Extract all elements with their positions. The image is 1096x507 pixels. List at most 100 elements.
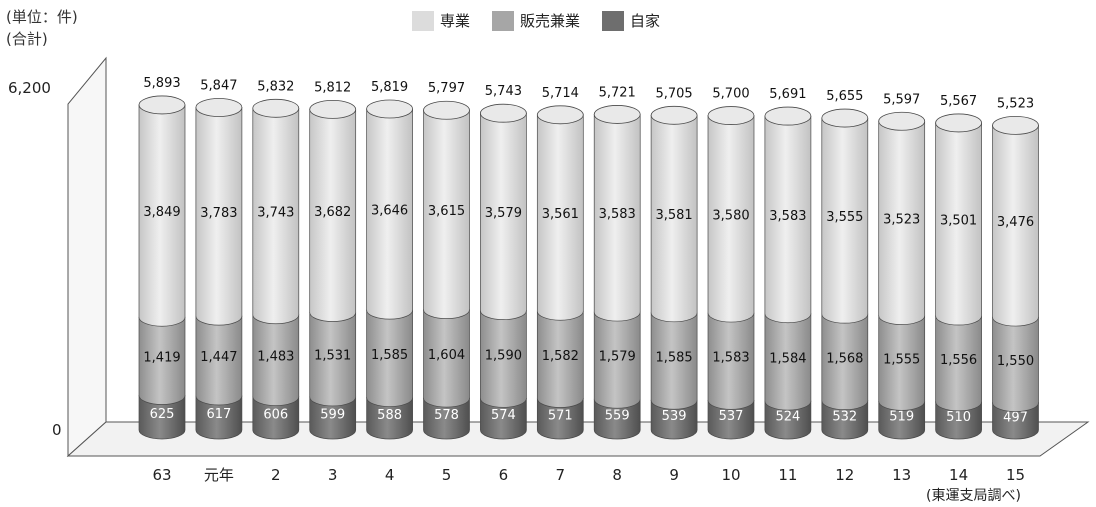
bar-segment-jika bbox=[593, 398, 641, 440]
bar-top-cap bbox=[479, 103, 527, 123]
bar-segment-senjo bbox=[821, 117, 869, 324]
bar-top-cap bbox=[536, 105, 584, 125]
data-label-senjo: 3,501 bbox=[940, 213, 977, 228]
data-label-jika: 524 bbox=[775, 410, 800, 425]
bar-segment-hanbai bbox=[878, 315, 926, 411]
data-label-hanbai: 1,568 bbox=[826, 351, 863, 366]
data-label-senjo: 3,561 bbox=[542, 207, 579, 222]
legend-item-jika: 自家 bbox=[602, 10, 660, 31]
data-label-senjo: 3,615 bbox=[428, 204, 465, 219]
bar-segment-senjo bbox=[935, 122, 982, 326]
total-label: 5,567 bbox=[940, 94, 977, 109]
bar-segment-hanbai bbox=[536, 310, 584, 408]
total-label: 5,797 bbox=[428, 81, 465, 96]
bar-segment-senjo bbox=[593, 114, 641, 322]
x-tick-label: 12 bbox=[835, 466, 854, 484]
data-label-jika: 599 bbox=[320, 407, 345, 422]
bar-segment-senjo bbox=[309, 109, 357, 322]
total-label: 5,700 bbox=[712, 87, 749, 102]
data-label-jika: 578 bbox=[434, 408, 459, 423]
bar-top-cap bbox=[309, 100, 357, 119]
x-tick-label: 9 bbox=[669, 466, 679, 484]
data-label-senjo: 3,743 bbox=[257, 206, 294, 221]
data-label-senjo: 3,646 bbox=[371, 204, 408, 219]
bar-segment-jika bbox=[764, 400, 812, 440]
bar-segment-hanbai bbox=[992, 316, 1039, 412]
total-label: 5,819 bbox=[371, 80, 408, 95]
legend-swatch-senjo bbox=[412, 10, 434, 31]
bar-segment-hanbai bbox=[707, 312, 755, 410]
bar-segment-hanbai bbox=[138, 316, 186, 405]
bar-top-cap bbox=[650, 105, 698, 125]
bar-segment-senjo bbox=[650, 114, 698, 323]
data-label-hanbai: 1,584 bbox=[769, 351, 806, 366]
bar-top-cap bbox=[764, 106, 812, 126]
data-label-jika: 537 bbox=[719, 409, 744, 424]
bar-segment-jika bbox=[423, 397, 470, 440]
bars-group: 625 1,419 3,849 5,893 617 1,447 3,783 5,847 606 1… bbox=[138, 76, 1039, 440]
bar-segment-jika bbox=[138, 395, 186, 440]
bar-segment-senjo bbox=[764, 115, 812, 324]
bar-segment-hanbai bbox=[650, 312, 698, 410]
bar-top-cap bbox=[935, 113, 982, 133]
bar-top-cap bbox=[138, 95, 186, 115]
y-tick-label: 6,200 bbox=[8, 79, 51, 97]
bar-top-cap bbox=[707, 106, 755, 125]
data-label-senjo: 3,583 bbox=[769, 209, 806, 224]
x-tick-label: 2 bbox=[271, 466, 281, 484]
data-label-senjo: 3,476 bbox=[997, 215, 1034, 230]
total-label: 5,812 bbox=[314, 80, 351, 95]
bar-segment-hanbai bbox=[309, 312, 357, 407]
bar-segment-senjo bbox=[423, 109, 470, 319]
bar-segment-hanbai bbox=[593, 311, 641, 409]
data-label-senjo: 3,555 bbox=[826, 210, 863, 225]
data-label-jika: 625 bbox=[150, 407, 175, 422]
bar-segment-senjo bbox=[366, 108, 413, 320]
data-label-jika: 606 bbox=[263, 407, 288, 422]
bar-segment-jika bbox=[707, 400, 755, 440]
legend: 専業 販売兼業 自家 bbox=[412, 10, 660, 31]
x-tick-label: 元年 bbox=[204, 466, 234, 484]
bar-segment-jika bbox=[650, 399, 698, 440]
bar-segment-jika bbox=[366, 397, 413, 440]
bar-top-cap bbox=[252, 98, 300, 118]
total-label: 5,832 bbox=[257, 79, 294, 94]
data-label-hanbai: 1,585 bbox=[371, 348, 408, 363]
data-label-jika: 559 bbox=[605, 409, 630, 424]
total-label: 5,721 bbox=[599, 85, 636, 100]
bar-top-cap bbox=[878, 111, 926, 131]
bar-top-cap bbox=[821, 108, 869, 128]
x-axis: 63 元年 2 3 4 5 6 7 8 9 10 11 12 13 14 15 bbox=[152, 466, 1025, 484]
y-tick-label: 0 bbox=[52, 421, 62, 439]
x-tick-label: 7 bbox=[556, 466, 566, 484]
x-tick-label: 8 bbox=[612, 466, 622, 484]
bar-segment-jika bbox=[878, 401, 926, 440]
total-label: 5,893 bbox=[143, 76, 180, 91]
x-tick-label: 13 bbox=[892, 466, 911, 484]
bar-segment-hanbai bbox=[480, 310, 527, 408]
total-label: 5,523 bbox=[997, 96, 1034, 111]
data-label-senjo: 3,783 bbox=[200, 206, 237, 221]
data-label-hanbai: 1,447 bbox=[200, 350, 237, 365]
bar-segment-hanbai bbox=[195, 315, 243, 406]
bar-top-cap bbox=[593, 105, 641, 124]
legend-label-senjo: 専業 bbox=[440, 12, 471, 30]
data-label-senjo: 3,682 bbox=[314, 205, 351, 220]
data-label-senjo: 3,583 bbox=[599, 207, 636, 222]
total-label: 5,655 bbox=[826, 89, 863, 104]
bar-segment-jika bbox=[992, 402, 1039, 440]
data-label-jika: 497 bbox=[1003, 410, 1028, 425]
data-label-senjo: 3,581 bbox=[655, 208, 692, 223]
bar-segment-hanbai bbox=[935, 315, 982, 412]
x-tick-label: 6 bbox=[499, 466, 509, 484]
unit-label: (単位：件) bbox=[6, 8, 78, 26]
legend-item-hanbai: 販売兼業 bbox=[492, 10, 580, 31]
bar-segment-senjo bbox=[992, 124, 1039, 327]
bar-segment-jika bbox=[536, 398, 584, 440]
bar-segment-senjo bbox=[707, 115, 755, 323]
total-label: 5,705 bbox=[655, 86, 692, 101]
bar-top-cap bbox=[366, 99, 414, 119]
data-label-senjo: 3,580 bbox=[712, 208, 749, 223]
data-label-senjo: 3,849 bbox=[143, 205, 180, 220]
